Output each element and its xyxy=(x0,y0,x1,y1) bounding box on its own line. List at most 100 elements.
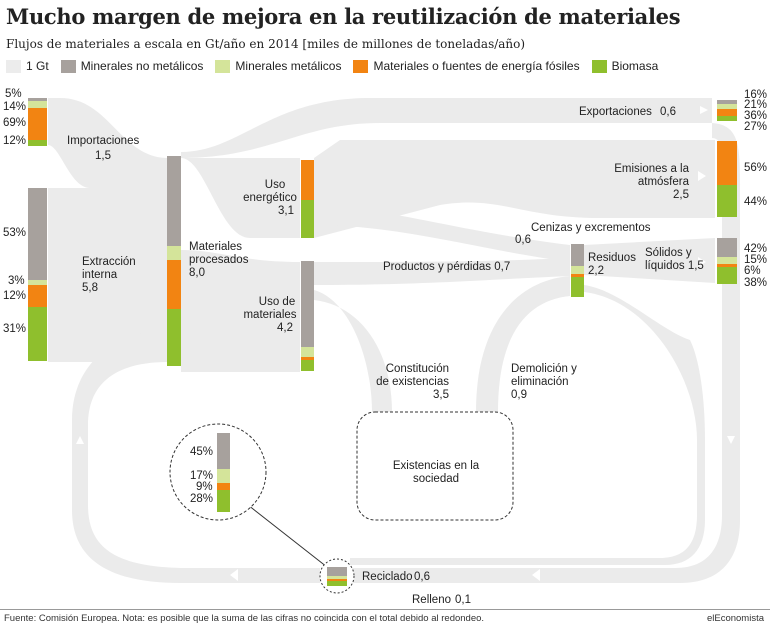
bar-extraction-biomass xyxy=(28,307,47,361)
arrow-bottom-left xyxy=(230,569,238,581)
pct-solids-fossil: 6% xyxy=(744,265,761,277)
arrow-solids xyxy=(698,257,706,267)
bar-imports-nonmetal xyxy=(28,98,47,101)
flow-energy-use xyxy=(181,158,300,238)
pct-extraction-fossil: 12% xyxy=(3,290,26,302)
bar-solids-nonmetal xyxy=(717,238,737,257)
bar-imports-biomass xyxy=(28,140,47,146)
bar-material-use xyxy=(301,261,314,371)
footer-brand: elEconomista xyxy=(706,613,764,624)
value-demolition: 0,9 xyxy=(511,389,527,401)
bar-recycle-small xyxy=(327,567,347,586)
flow-demolition xyxy=(476,276,570,412)
label-material-use-1: Uso de xyxy=(259,296,295,308)
flow-emissions xyxy=(314,140,715,238)
bar-recycle-small-biomass xyxy=(327,581,347,586)
label-exports: Exportaciones xyxy=(579,106,652,118)
pct-solids: 42% 15% 6% 38% xyxy=(744,243,767,289)
pct-imports-fossil: 69% xyxy=(3,117,26,129)
label-solids-2: líquidos 1,5 xyxy=(645,260,704,272)
label-products: Productos y pérdidas 0,7 xyxy=(383,261,510,273)
pct-emissions-fossil: 56% xyxy=(744,162,767,174)
label-landfill: Relleno xyxy=(412,594,451,606)
arrow-emissions xyxy=(698,171,706,181)
bar-recycle-small-nonmetal xyxy=(327,567,347,576)
bar-solids-metal xyxy=(717,257,737,264)
pct-extraction: 53% 3% 12% 31% xyxy=(3,227,26,335)
bar-residues xyxy=(571,244,584,297)
pct-recycle: 45% 17% 9% 28% xyxy=(190,446,213,505)
bar-solids-biomass xyxy=(717,267,737,284)
bar-exports-fossil xyxy=(717,109,737,116)
label-residues: Residuos xyxy=(588,252,636,264)
chart-title: Mucho margen de mejora en la reutilizaci… xyxy=(6,4,681,29)
bar-extraction-nonmetal xyxy=(28,188,47,280)
pct-solids-nonmetal: 42% xyxy=(744,243,767,255)
flow-bands xyxy=(48,98,741,583)
bar-imports-fossil xyxy=(28,108,47,140)
material-flow-diagram: 5% 14% 69% 12% 53% 3% 12% 31% 16% 21% 36… xyxy=(3,88,767,606)
pct-extraction-nonmetal: 53% xyxy=(3,227,26,239)
flow-export-arc xyxy=(181,98,712,158)
label-imports: Importaciones xyxy=(67,135,139,147)
bar-energy-fossil xyxy=(301,160,314,200)
pct-imports: 5% 14% 69% 12% xyxy=(3,88,26,147)
bar-recycle-metal xyxy=(217,469,230,483)
flow-recycled-return xyxy=(72,330,320,583)
chart-subtitle: Flujos de materiales a escala en Gt/año … xyxy=(6,37,526,51)
value-energy: 3,1 xyxy=(278,205,294,217)
value-processed: 8,0 xyxy=(189,267,205,279)
legend: 1 Gt Minerales no metálicos Minerales me… xyxy=(6,59,670,73)
label-processed-1: Materiales xyxy=(189,241,242,253)
bar-processed-fossil xyxy=(167,260,181,309)
bar-imports xyxy=(28,98,47,146)
pct-recycle-metal: 17% xyxy=(190,470,213,482)
bar-emissions-biomass xyxy=(717,185,737,217)
value-recycled: 0,6 xyxy=(414,571,430,583)
label-stock-build-1: Constitución xyxy=(386,363,449,375)
legend-item-metal: Minerales metálicos xyxy=(215,59,341,73)
bar-extraction-fossil xyxy=(28,285,47,307)
bar-recycle-biomass xyxy=(217,490,230,512)
bar-residues-fossil xyxy=(571,274,584,277)
label-solids-1: Sólidos y xyxy=(645,247,692,259)
legend-swatch-metal xyxy=(215,59,231,73)
pct-solids-biomass: 38% xyxy=(744,277,767,289)
bar-solids xyxy=(717,238,737,284)
label-stock-2: sociedad xyxy=(413,473,459,485)
legend-swatch-biomass xyxy=(591,59,607,73)
bar-extraction xyxy=(28,188,47,361)
pct-imports-biomass: 12% xyxy=(3,135,26,147)
bar-energy-biomass xyxy=(301,200,314,238)
pct-recycle-biomass: 28% xyxy=(190,493,213,505)
pct-exports-nonmetal: 16% xyxy=(744,89,767,101)
legend-label-nonmetal: Minerales no metálicos xyxy=(80,59,204,73)
flow-imports xyxy=(48,98,168,188)
bar-imports-metal xyxy=(28,101,47,108)
pct-exports-metal: 21% xyxy=(744,99,767,111)
label-material-use-2: materiales xyxy=(243,309,296,321)
legend-item-1gt: 1 Gt xyxy=(6,59,49,73)
label-extraction-2: interna xyxy=(82,269,118,281)
pct-exports-biomass: 27% xyxy=(744,121,767,133)
value-stock-build: 3,5 xyxy=(433,389,449,401)
value-material-use: 4,2 xyxy=(277,322,293,334)
bar-processed-biomass xyxy=(167,309,181,366)
label-recycled: Reciclado xyxy=(362,571,413,583)
bar-recycle-zoom xyxy=(217,433,230,512)
bar-exports-nonmetal xyxy=(717,100,737,104)
bar-residues-biomass xyxy=(571,277,584,297)
label-demolition-1: Demolición y xyxy=(511,363,577,375)
bar-material-biomass xyxy=(301,360,314,371)
pct-recycle-fossil: 9% xyxy=(196,481,213,493)
stock-box xyxy=(356,411,514,521)
value-landfill: 0,1 xyxy=(455,594,471,606)
legend-item-nonmetal: Minerales no metálicos xyxy=(60,59,204,73)
bar-recycle-fossil xyxy=(217,483,230,490)
bar-material-metal xyxy=(301,347,314,357)
bar-solids-fossil xyxy=(717,264,737,267)
value-extraction: 5,8 xyxy=(82,282,98,294)
arrow-left-up xyxy=(76,436,84,444)
bar-material-nonmetal xyxy=(301,261,314,347)
flow-arrows xyxy=(76,106,735,581)
